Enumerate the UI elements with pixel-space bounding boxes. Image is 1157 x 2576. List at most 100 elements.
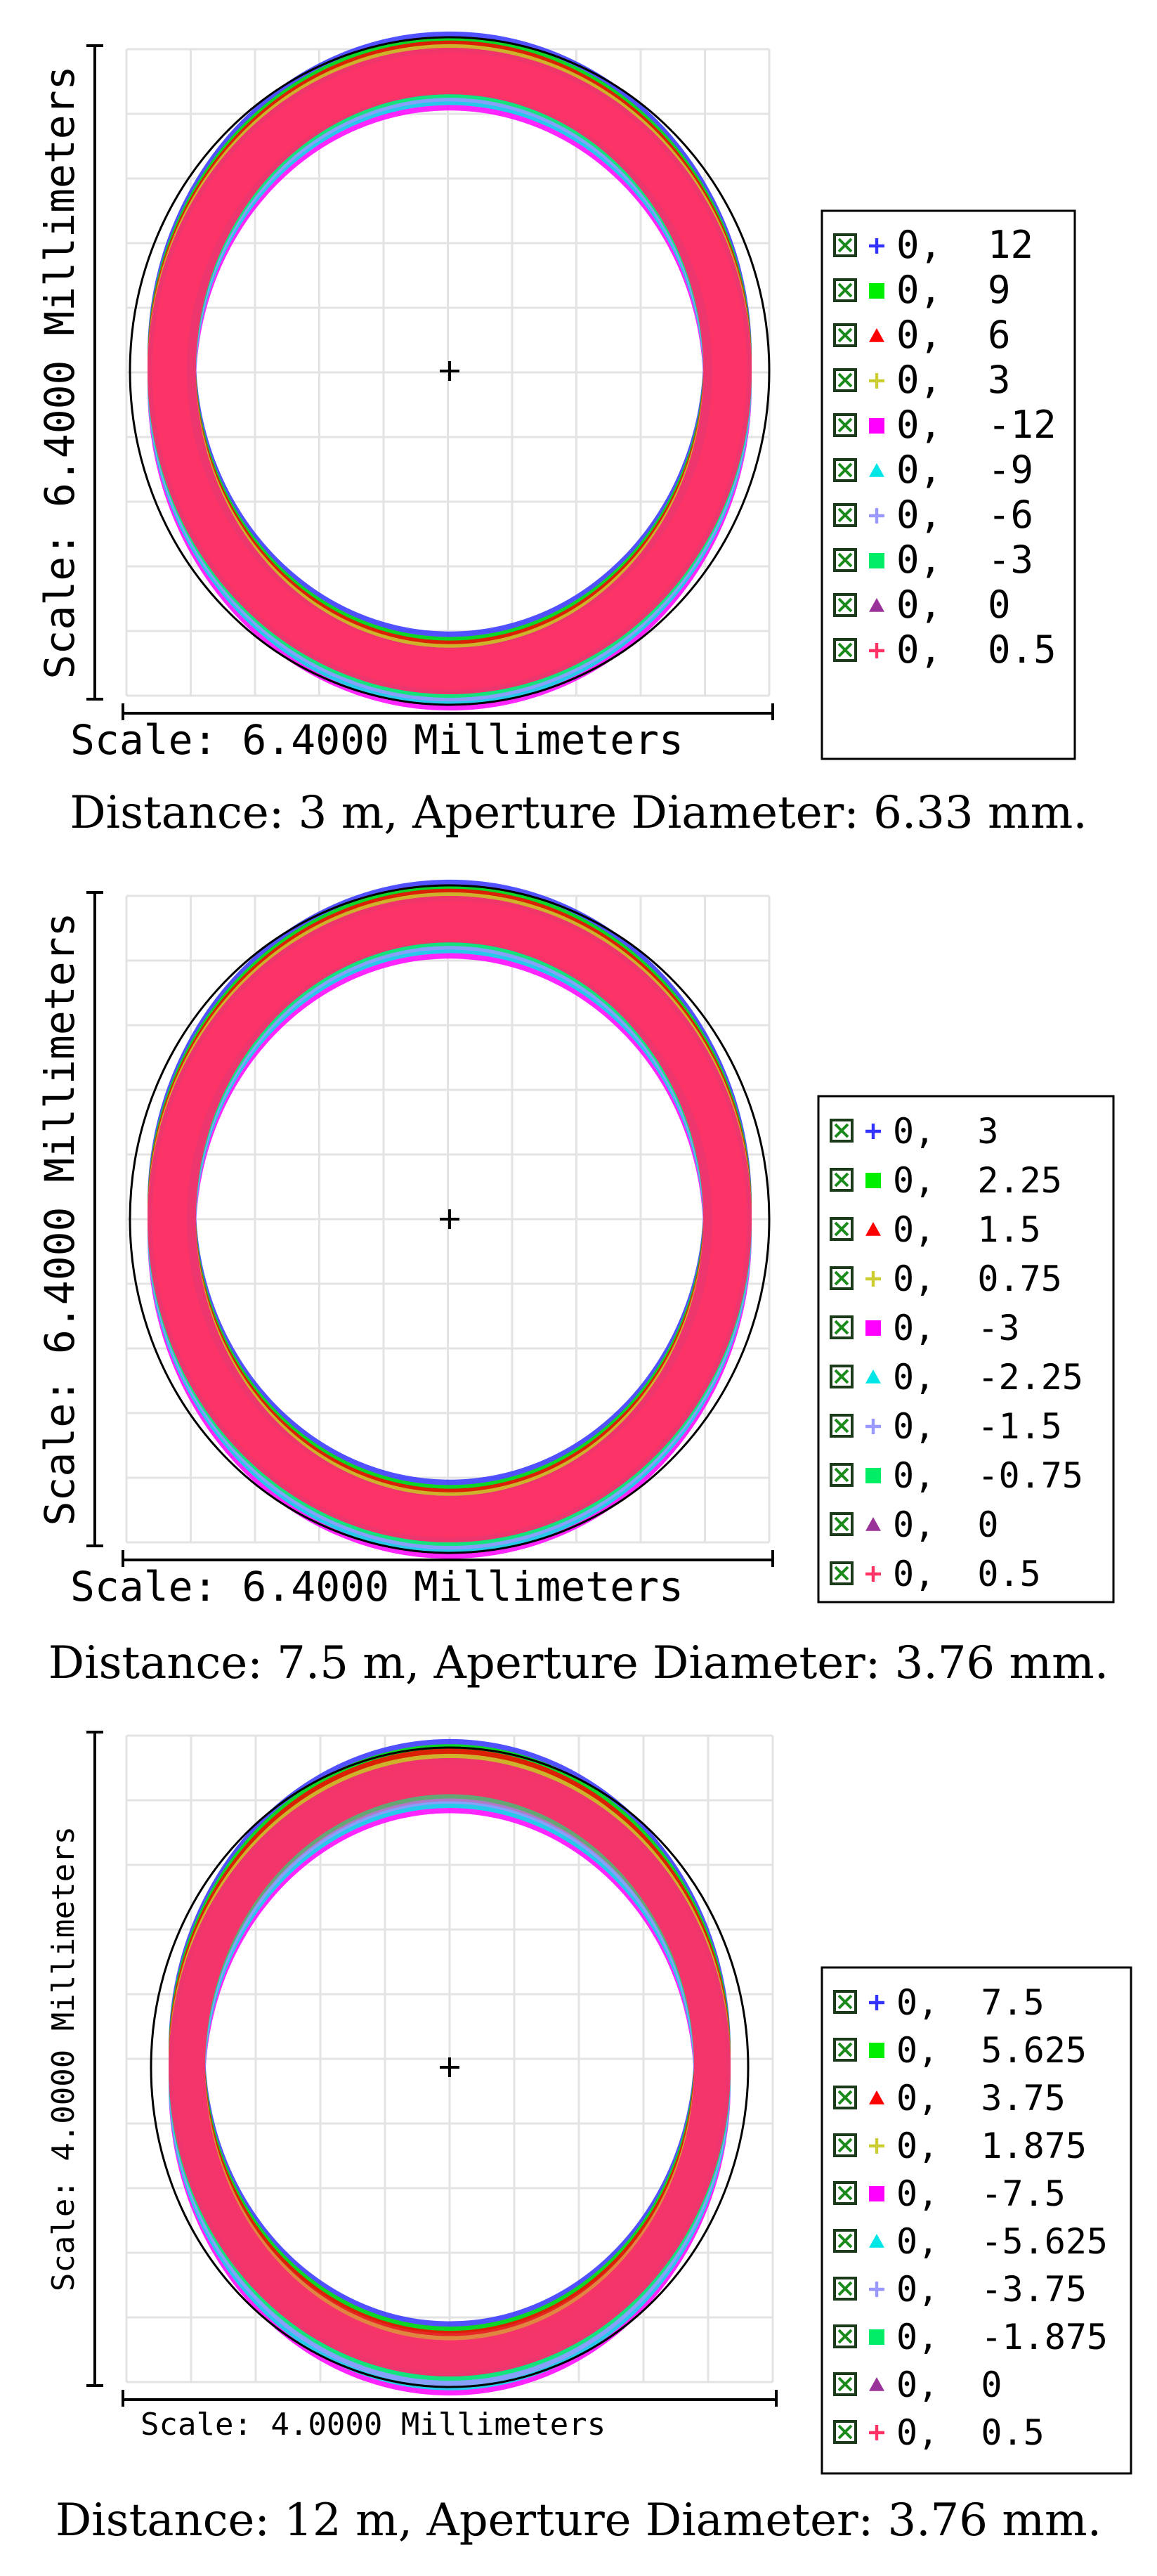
legend-checkbox-4 — [833, 413, 857, 437]
legend-marker-0 — [865, 1124, 881, 1139]
reference-circle — [129, 884, 771, 1554]
spot-panel-1: Scale: 6.4000 Millimeters Scale: 6.4000 … — [0, 0, 1157, 843]
legend-entry-9: 0, 0.5 — [896, 2412, 1045, 2453]
legend-marker-2 — [869, 328, 884, 342]
legend-marker-5 — [865, 1370, 881, 1384]
spot-rings — [150, 1738, 750, 2396]
legend-marker-8 — [865, 1517, 881, 1531]
x-scale-bar — [122, 703, 774, 720]
legend-checkbox-9 — [830, 1561, 854, 1585]
legend-entry-7: 0, -0.75 — [893, 1455, 1083, 1496]
legend-marker-9 — [869, 643, 884, 658]
legend-entry-6: 0, -6 — [896, 493, 1033, 537]
legend-entry-4: 0, -7.5 — [896, 2173, 1066, 2214]
legend-check-icon-9 — [837, 642, 853, 658]
legend-entry-0: 0, 3 — [893, 1111, 999, 1152]
legend-entry-2: 0, 3.75 — [896, 2078, 1066, 2119]
legend-marker-4 — [869, 418, 884, 434]
legend-entry-0: 0, 12 — [896, 223, 1033, 267]
legend-entry-7: 0, -1.875 — [896, 2317, 1108, 2357]
legend-checkbox-7 — [833, 548, 857, 572]
legend-check-icon-8 — [834, 1516, 849, 1532]
spot-panel-3: Scale: 4.0000 Millimeters Scale: 4.0000 … — [0, 1707, 1157, 2576]
axes — [86, 44, 774, 720]
legend-entry-4: 0, -3 — [893, 1308, 1020, 1348]
spot-panel-2: Scale: 6.4000 Millimeters Scale: 6.4000 … — [0, 850, 1157, 1700]
reference-circle — [150, 1746, 750, 2388]
x-axis-label: Scale: 6.4000 Millimeters — [70, 716, 684, 764]
legend-marker-2 — [865, 1222, 881, 1236]
legend-marker-3 — [869, 2138, 884, 2154]
x-axis-label: Scale: 6.4000 Millimeters — [70, 1563, 684, 1611]
legend-entry-8: 0, 0 — [896, 2364, 1002, 2405]
legend-marker-4 — [865, 1320, 881, 1336]
legend-box — [821, 209, 1076, 760]
y-scale-bar — [86, 891, 103, 1547]
center-cross-icon — [440, 1209, 459, 1229]
legend: 0, 3 0, 2.25 0, 1.5 0, 0.75 0, -3 0, -2.25 0, … — [817, 1095, 1115, 1604]
legend-entry-3: 0, 1.875 — [896, 2126, 1087, 2166]
legend-marker-4 — [869, 2186, 884, 2201]
legend-check-icon-2 — [837, 2090, 853, 2105]
legend-entry-9: 0, 0.5 — [896, 627, 1057, 672]
legend-checkbox-7 — [830, 1463, 854, 1487]
legend-entry-0: 0, 7.5 — [896, 1982, 1045, 2023]
legend-entry-4: 0, -12 — [896, 403, 1057, 447]
spot-diagram-1: Scale: 6.4000 Millimeters Scale: 6.4000 … — [36, 31, 1076, 764]
spot-rings — [129, 31, 771, 711]
legend-check-icon-0 — [837, 238, 853, 253]
x-scale-bar — [122, 2390, 778, 2407]
legend-check-icon-0 — [834, 1123, 849, 1138]
legend-marker-6 — [865, 1419, 881, 1434]
legend-marker-8 — [869, 598, 884, 612]
legend-check-icon-1 — [837, 282, 853, 298]
legend-entry-2: 0, 1.5 — [893, 1209, 1041, 1250]
legend-check-icon-9 — [837, 2424, 853, 2440]
y-scale-bar — [86, 1731, 103, 2387]
x-axis-label: Scale: 4.0000 Millimeters — [140, 2407, 606, 2442]
legend-check-icon-8 — [837, 2376, 853, 2392]
caption: Distance: 3 m, Aperture Diameter: 6.33 m… — [70, 787, 1087, 839]
legend-entry-1: 0, 5.625 — [896, 2030, 1087, 2071]
spot-diagram-2: Scale: 6.4000 Millimeters Scale: 6.4000 … — [36, 879, 1115, 1611]
legend-checkbox-1 — [833, 2038, 857, 2062]
legend-marker-6 — [869, 2282, 884, 2297]
y-axis-label: Scale: 6.4000 Millimeters — [36, 66, 84, 679]
legend-entry-8: 0, 0 — [896, 583, 1011, 627]
legend-marker-1 — [869, 2043, 884, 2058]
legend-entry-1: 0, 2.25 — [893, 1160, 1062, 1201]
legend-entry-5: 0, -2.25 — [893, 1357, 1083, 1398]
legend-entry-6: 0, -3.75 — [896, 2269, 1087, 2310]
legend-check-icon-7 — [834, 1467, 849, 1483]
legend-marker-5 — [869, 463, 884, 477]
center-cross-icon — [440, 361, 459, 381]
legend-entry-5: 0, -5.625 — [896, 2221, 1108, 2262]
legend-marker-8 — [869, 2377, 884, 2391]
legend-check-icon-3 — [834, 1270, 849, 1286]
legend-check-icon-7 — [837, 552, 853, 568]
legend: 0, 7.5 0, 5.625 0, 3.75 0, 1.875 0, -7.5 0, -… — [821, 1966, 1132, 2475]
legend-check-icon-6 — [837, 507, 853, 523]
legend-check-icon-5 — [837, 462, 853, 478]
y-axis-label: Scale: 4.0000 Millimeters — [46, 1826, 81, 2291]
spot-diagram-3: Scale: 4.0000 Millimeters Scale: 4.0000 … — [46, 1731, 1132, 2475]
legend-check-icon-5 — [834, 1369, 849, 1384]
y-scale-bar — [86, 44, 103, 701]
legend-entry-3: 0, 0.75 — [893, 1258, 1062, 1299]
axes — [86, 891, 774, 1567]
legend-checkbox-9 — [833, 2420, 857, 2444]
legend-entry-9: 0, 0.5 — [893, 1554, 1041, 1594]
legend-check-icon-6 — [837, 2281, 853, 2296]
legend-marker-3 — [869, 373, 884, 389]
legend-check-icon-1 — [837, 2042, 853, 2057]
legend-check-icon-4 — [834, 1320, 849, 1335]
reference-circle — [129, 36, 771, 706]
legend-check-icon-4 — [837, 417, 853, 433]
legend-marker-9 — [869, 2425, 884, 2440]
legend-checkbox-4 — [833, 2181, 857, 2205]
legend-marker-0 — [869, 238, 884, 254]
legend-marker-0 — [869, 1995, 884, 2010]
legend-entry-7: 0, -3 — [896, 538, 1033, 582]
caption: Distance: 7.5 m, Aperture Diameter: 3.76… — [48, 1637, 1109, 1689]
legend-entry-8: 0, 0 — [893, 1504, 999, 1545]
